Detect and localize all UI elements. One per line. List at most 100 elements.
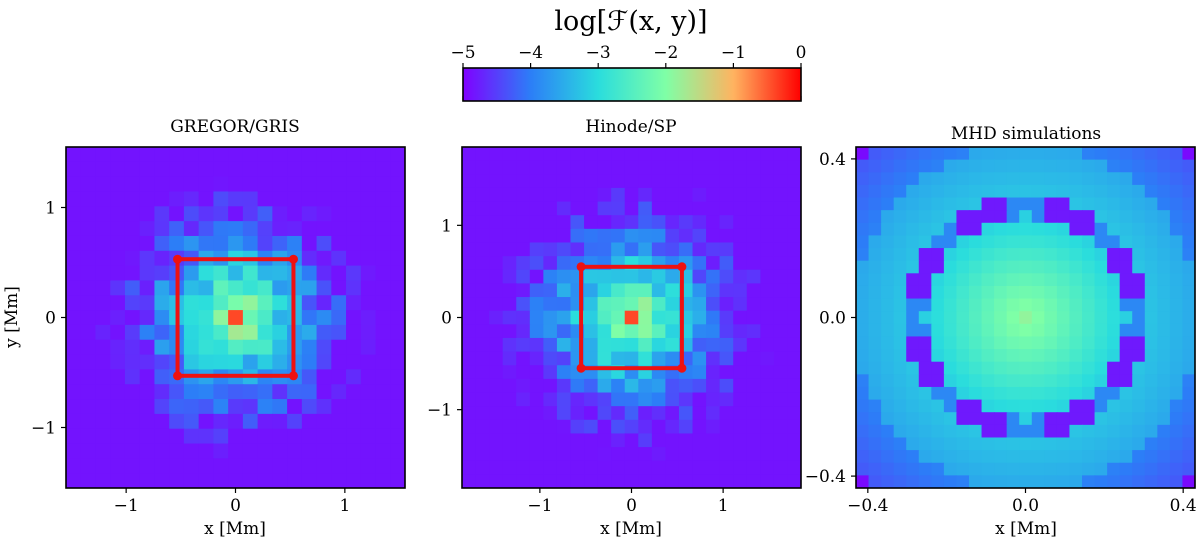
- heatmap-cell: [1069, 222, 1083, 237]
- heatmap-cell: [787, 147, 801, 162]
- heatmap-cell: [154, 295, 170, 311]
- heatmap-cell: [597, 419, 612, 435]
- heatmap-cell: [390, 147, 405, 163]
- heatmap-cell: [624, 351, 639, 366]
- heatmap-cell: [1144, 374, 1158, 388]
- heatmap-cell: [462, 215, 477, 230]
- heatmap-cell: [154, 191, 170, 207]
- heatmap-cell: [1056, 184, 1071, 199]
- heatmap-cell: [462, 447, 477, 462]
- heatmap-cell: [1094, 159, 1108, 173]
- heatmap-cell: [918, 197, 932, 211]
- heatmap-cell: [543, 215, 558, 230]
- heatmap-cell: [154, 265, 170, 282]
- heatmap-cell: [1069, 386, 1083, 401]
- heatmap-cell: [110, 147, 126, 163]
- heatmap-cell: [1056, 210, 1071, 224]
- heatmap-cell: [556, 174, 572, 189]
- heatmap-cell: [931, 159, 945, 173]
- heatmap-cell: [502, 365, 517, 380]
- colorbar-tick-label: −5: [450, 43, 475, 63]
- heatmap-cell: [881, 412, 895, 426]
- heatmap-cell: [360, 265, 377, 282]
- heatmap-cell: [678, 406, 694, 421]
- heatmap-cell: [462, 283, 477, 298]
- heatmap-cell: [475, 324, 490, 339]
- heatmap-cell: [906, 361, 920, 375]
- heatmap-cell: [360, 147, 377, 163]
- heatmap-cell: [1019, 361, 1033, 375]
- heatmap-cell: [390, 458, 405, 474]
- heatmap-cell: [760, 337, 775, 353]
- heatmap-cell: [956, 285, 970, 300]
- heatmap-cell: [692, 406, 707, 421]
- heatmap-cell: [678, 419, 694, 435]
- heatmap-cell: [331, 250, 347, 267]
- heatmap-cell: [1069, 285, 1083, 300]
- heatmap-cell: [139, 147, 156, 163]
- heatmap-cell: [943, 248, 958, 262]
- heatmap-cell: [611, 147, 626, 162]
- heatmap-cell: [1182, 450, 1195, 464]
- heatmap-cell: [692, 419, 707, 435]
- heatmap-cell: [1144, 197, 1158, 211]
- heatmap-cell: [556, 365, 572, 380]
- heatmap-cell: [1056, 222, 1071, 237]
- heatmap-cell: [1006, 462, 1020, 476]
- heatmap-cell: [516, 283, 531, 298]
- heatmap-cell: [360, 161, 377, 178]
- heatmap-cell: [556, 310, 572, 325]
- heatmap-cell: [154, 221, 170, 237]
- heatmap-cell: [706, 283, 721, 298]
- heatmap-cell: [346, 473, 362, 488]
- heatmap-cell: [931, 273, 945, 287]
- heatmap-cell: [475, 337, 490, 353]
- colorbar-tick-label: −4: [518, 43, 543, 63]
- heatmap-cell: [994, 197, 1008, 211]
- heatmap-cell: [1006, 184, 1020, 199]
- heatmap-cell: [139, 206, 156, 222]
- heatmap-cell: [733, 228, 748, 244]
- heatmap-cell: [706, 378, 721, 394]
- heatmap-cell: [678, 460, 694, 475]
- heatmap-cell: [906, 349, 920, 363]
- heatmap-cell: [375, 354, 391, 370]
- heatmap-cell: [1182, 147, 1195, 161]
- x-axis: −1 0 1: [114, 488, 350, 516]
- roi-box-corner: [576, 363, 586, 373]
- heatmap-cell: [597, 337, 612, 353]
- heatmap-cell: [213, 443, 229, 459]
- heatmap-cell: [624, 419, 639, 435]
- heatmap-cell: [706, 351, 721, 366]
- heatmap-cell: [773, 215, 789, 230]
- heatmap-cell: [198, 161, 214, 178]
- heatmap-cell: [570, 447, 585, 462]
- heatmap-cell: [956, 147, 970, 161]
- heatmap-cell: [543, 242, 558, 257]
- heatmap-cell: [1069, 159, 1083, 173]
- heatmap-cell: [1094, 386, 1108, 401]
- heatmap-cell: [597, 174, 612, 189]
- heatmap-cell: [1006, 260, 1020, 274]
- heatmap-cell: [1019, 235, 1033, 249]
- heatmap-cell: [1169, 147, 1184, 161]
- heatmap-cell: [733, 269, 748, 284]
- heatmap-cell: [956, 450, 970, 464]
- heatmap-cell: [272, 413, 288, 430]
- heatmap-cell: [773, 351, 789, 366]
- heatmap-cell: [994, 285, 1008, 300]
- heatmap-cell: [1082, 298, 1096, 312]
- heatmap-cell: [110, 339, 126, 356]
- heatmap-cell: [95, 443, 111, 459]
- heatmap-cell: [154, 413, 170, 430]
- heatmap-cell: [1082, 260, 1096, 274]
- heatmap-cell: [1044, 386, 1058, 401]
- heatmap-cell: [881, 285, 895, 300]
- heatmap-cell: [856, 235, 870, 249]
- heatmap-cell: [692, 351, 707, 366]
- heatmap-cell: [489, 269, 504, 284]
- heatmap-cell: [1094, 197, 1108, 211]
- heatmap-cell: [95, 206, 111, 222]
- heatmap-cell: [692, 297, 707, 312]
